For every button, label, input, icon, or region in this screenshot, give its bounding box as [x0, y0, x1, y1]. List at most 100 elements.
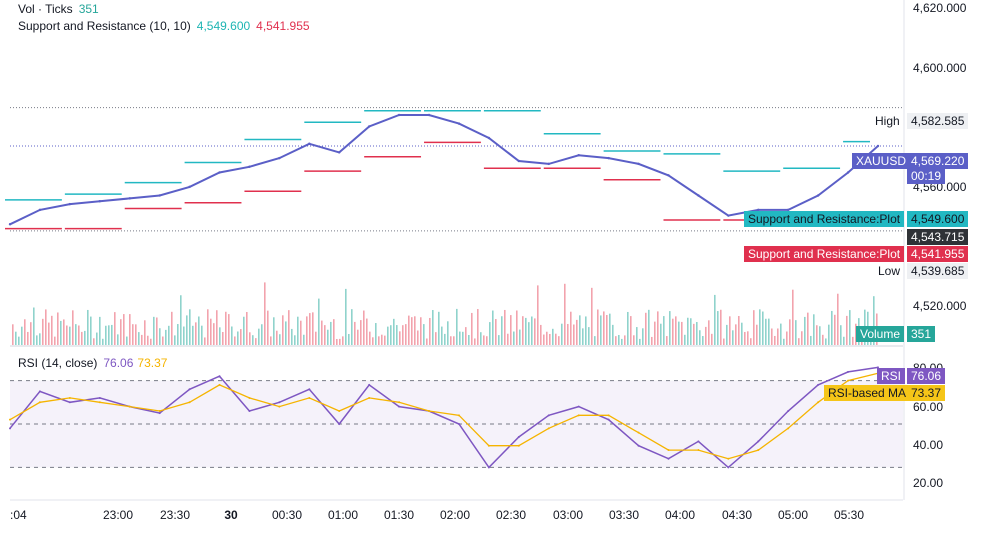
sr-legend-support: 4,541.955	[256, 19, 310, 33]
resistance-value: 4,549.600	[907, 211, 969, 227]
volume-bar	[321, 320, 323, 345]
volume-bar	[558, 336, 560, 345]
volume-bar	[726, 324, 728, 345]
volume-bar	[846, 315, 848, 345]
volume-bar	[669, 311, 671, 345]
volume-bar	[303, 334, 305, 345]
rsi-line-point	[308, 388, 311, 391]
volume-bar	[453, 336, 455, 345]
volume-bar	[288, 310, 290, 345]
volume-bar	[756, 324, 758, 345]
volume-bar	[717, 311, 719, 345]
volume-bar	[681, 321, 683, 345]
sr-legend[interactable]: Support and Resistance (10, 10) 4,549.600…	[18, 19, 310, 33]
volume-bar	[105, 325, 107, 345]
volume-bar	[624, 335, 626, 345]
rsi-line-point	[38, 390, 41, 393]
volume-bar	[72, 310, 74, 345]
volume-bar	[639, 338, 641, 345]
volume-bar	[684, 334, 686, 345]
price-point	[68, 202, 72, 206]
volume-bar	[147, 335, 149, 345]
volume-bar	[636, 327, 638, 345]
volume-bar	[162, 336, 164, 345]
volume-bar	[489, 322, 491, 345]
volume-bar	[576, 319, 578, 345]
rsi-ma-line-point	[847, 379, 850, 382]
price-point	[667, 174, 670, 177]
volume-bar	[408, 315, 410, 345]
volume-bar	[387, 326, 389, 345]
volume-bar	[549, 333, 551, 345]
rsi-ma-value-tag: 73.37	[907, 385, 946, 401]
time-tick-label: 30	[224, 508, 238, 522]
price-point	[128, 197, 131, 200]
volume-bar	[525, 317, 527, 345]
volume-bar	[336, 338, 338, 345]
volume-bar	[255, 338, 257, 345]
volume-bar	[447, 321, 449, 345]
volume-bar	[315, 331, 317, 345]
volume-bar	[87, 309, 89, 345]
volume-bar	[687, 317, 689, 345]
rsi-line-point	[727, 466, 730, 469]
volume-bar	[204, 337, 206, 345]
rsi-legend[interactable]: RSI (14, close) 76.06 73.37	[18, 356, 167, 370]
countdown-value: 00:19	[907, 168, 946, 184]
volume-bar	[711, 333, 713, 345]
volume-bar	[177, 324, 179, 345]
volume-legend[interactable]: Vol · Ticks 351	[18, 2, 99, 16]
volume-bar	[510, 315, 512, 345]
volume-bar	[849, 310, 851, 345]
volume-bar	[420, 317, 422, 345]
high-value: 4,582.585	[907, 113, 969, 129]
volume-bar	[780, 323, 782, 345]
rsi-ma-line-point	[667, 449, 670, 452]
rsi-ma-line-point	[368, 396, 371, 399]
time-tick-label: 23:00	[103, 508, 133, 522]
rsi-line-point	[248, 409, 251, 412]
volume-bar	[135, 324, 137, 345]
volume-bar	[528, 322, 530, 345]
volume-bar	[282, 315, 284, 345]
volume-bar	[774, 335, 776, 345]
volume-bar	[612, 324, 614, 345]
volume-bar	[660, 323, 662, 345]
volume-bar	[783, 338, 785, 345]
low-label: Low	[878, 264, 901, 278]
volume-bar	[111, 324, 113, 345]
volume-bar	[90, 316, 92, 345]
volume-bar	[15, 331, 17, 345]
volume-bar	[594, 336, 596, 345]
rsi-line-point	[188, 388, 191, 391]
volume-value: 351	[907, 326, 936, 342]
rsi-line-point	[98, 396, 101, 399]
rsi-line-point	[547, 414, 550, 417]
volume-bar	[168, 325, 170, 345]
price-point	[816, 194, 820, 197]
rsi-ma-line-point	[697, 449, 700, 452]
volume-bar	[618, 334, 620, 345]
volume-bar	[819, 326, 821, 345]
rsi-ma-line-point	[68, 396, 71, 399]
volume-bar	[207, 309, 209, 345]
volume-bar	[18, 336, 20, 345]
volume-bar	[600, 315, 602, 345]
time-tick-label: 01:00	[328, 508, 358, 522]
volume-bar	[360, 320, 362, 345]
rsi-ma-line-point	[577, 414, 580, 417]
rsi-ma-line-point	[428, 409, 431, 412]
time-tick-label: :04	[10, 508, 27, 522]
volume-bar	[414, 316, 416, 345]
volume-bar	[300, 320, 302, 345]
rsi-ma-line-point	[787, 427, 790, 430]
volume-bar	[516, 310, 518, 345]
volume-bar	[633, 335, 635, 345]
price-point	[38, 208, 42, 212]
price-point	[787, 208, 790, 212]
volume-bar	[399, 331, 401, 345]
low-value: 4,539.685	[907, 263, 969, 279]
volume-bar	[585, 316, 587, 345]
volume-bar	[318, 298, 320, 345]
